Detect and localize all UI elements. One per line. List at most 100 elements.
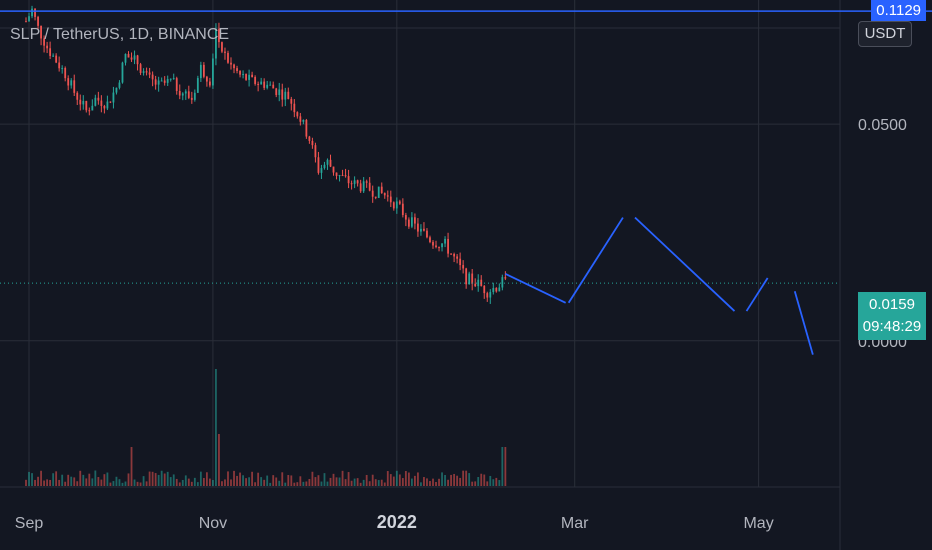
candle-body: [474, 283, 477, 287]
candle-body: [368, 182, 371, 191]
volume-bar: [205, 472, 208, 486]
time-tick-label: Mar: [561, 515, 589, 532]
volume-bar: [199, 471, 202, 486]
volume-bar: [365, 474, 368, 486]
candle-body: [199, 64, 202, 79]
volume-bar: [142, 476, 145, 486]
volume-bar: [353, 478, 356, 486]
candle-body: [145, 71, 148, 73]
volume-bar: [260, 477, 263, 486]
volume-bar: [426, 478, 428, 486]
volume-bar: [284, 482, 287, 486]
volume-bar: [501, 447, 504, 486]
volume-bar: [296, 482, 299, 486]
volume-bar: [239, 472, 241, 486]
candle-body: [115, 87, 118, 93]
candle-body: [386, 195, 389, 197]
candle-body: [395, 201, 398, 209]
overlays: [0, 10, 932, 355]
volume-bar: [94, 470, 97, 486]
candle-body: [266, 84, 269, 88]
volume-bar: [133, 479, 136, 486]
candle-body: [61, 67, 64, 69]
candle-body: [208, 81, 211, 86]
candle-body: [124, 53, 127, 63]
volume-bar: [115, 476, 118, 486]
volume-bar: [302, 481, 305, 486]
volume-bar: [106, 472, 109, 486]
candle-body: [486, 293, 489, 298]
candle-body: [37, 16, 39, 26]
candle-body: [112, 92, 115, 103]
candle-body: [302, 119, 305, 122]
currency-button[interactable]: USDT: [858, 21, 912, 47]
candle-body: [248, 74, 251, 80]
volume-bar: [82, 474, 85, 486]
volume-bar: [462, 470, 465, 486]
volume-bar: [145, 481, 148, 486]
current-price-value: 0.0159: [869, 296, 915, 313]
candle-body: [254, 77, 257, 84]
volume-bar: [444, 474, 446, 486]
candle-body: [136, 55, 139, 65]
volume-bar: [193, 477, 196, 486]
candle-body: [444, 238, 446, 244]
candle-body: [477, 279, 480, 287]
volume-bar: [471, 481, 474, 486]
candle-body: [205, 76, 208, 82]
symbol-legend: SLP / TetherUS, 1D, BINANCE: [10, 26, 230, 43]
volume-bar: [441, 472, 443, 486]
volume-bar: [269, 482, 272, 486]
volume-bar: [281, 472, 284, 486]
candle-body: [215, 29, 217, 59]
volume-bar: [175, 478, 178, 486]
volume-bar: [112, 481, 115, 486]
volume-bar: [187, 478, 190, 486]
candle-body: [40, 25, 42, 39]
candle-body: [88, 110, 91, 112]
time-tick-label: Sep: [15, 515, 44, 532]
candle-body: [52, 55, 55, 57]
volume-bar: [85, 478, 88, 486]
candle-body: [221, 42, 223, 52]
volume-bar: [52, 473, 55, 486]
volume-bar: [73, 477, 76, 486]
candle-body: [435, 245, 437, 248]
candle-body: [43, 38, 45, 46]
candle-body: [106, 101, 109, 109]
candle-body: [100, 100, 103, 106]
volume-bar: [251, 471, 254, 486]
candle-body: [227, 52, 229, 63]
volume-bar: [172, 474, 175, 486]
projection-line: [793, 290, 814, 355]
candle-body: [202, 64, 205, 77]
volume-bar: [163, 473, 166, 486]
candle-body: [392, 202, 395, 209]
volume-bar: [305, 481, 308, 486]
candle-body: [85, 100, 88, 111]
candle-body: [441, 243, 443, 248]
candle-body: [79, 99, 82, 105]
candle-body: [169, 78, 172, 80]
candle-body: [398, 201, 401, 204]
candle-body: [260, 81, 263, 85]
candle-body: [269, 84, 272, 86]
volume-bar: [404, 471, 407, 486]
volume-bar: [275, 477, 278, 486]
candle-body: [450, 253, 452, 255]
candle-body: [414, 217, 416, 224]
volume-bar: [242, 475, 244, 486]
candle-body: [31, 8, 33, 17]
candle-body: [148, 72, 151, 75]
candle-body: [471, 273, 474, 284]
volume-bar: [383, 482, 386, 486]
candle-body: [296, 112, 299, 117]
candle-body: [404, 215, 407, 220]
candle-body: [166, 79, 169, 83]
volume-bar: [456, 475, 459, 486]
candle-body: [426, 230, 428, 238]
candle-body: [251, 74, 254, 78]
candle-body: [383, 193, 386, 196]
